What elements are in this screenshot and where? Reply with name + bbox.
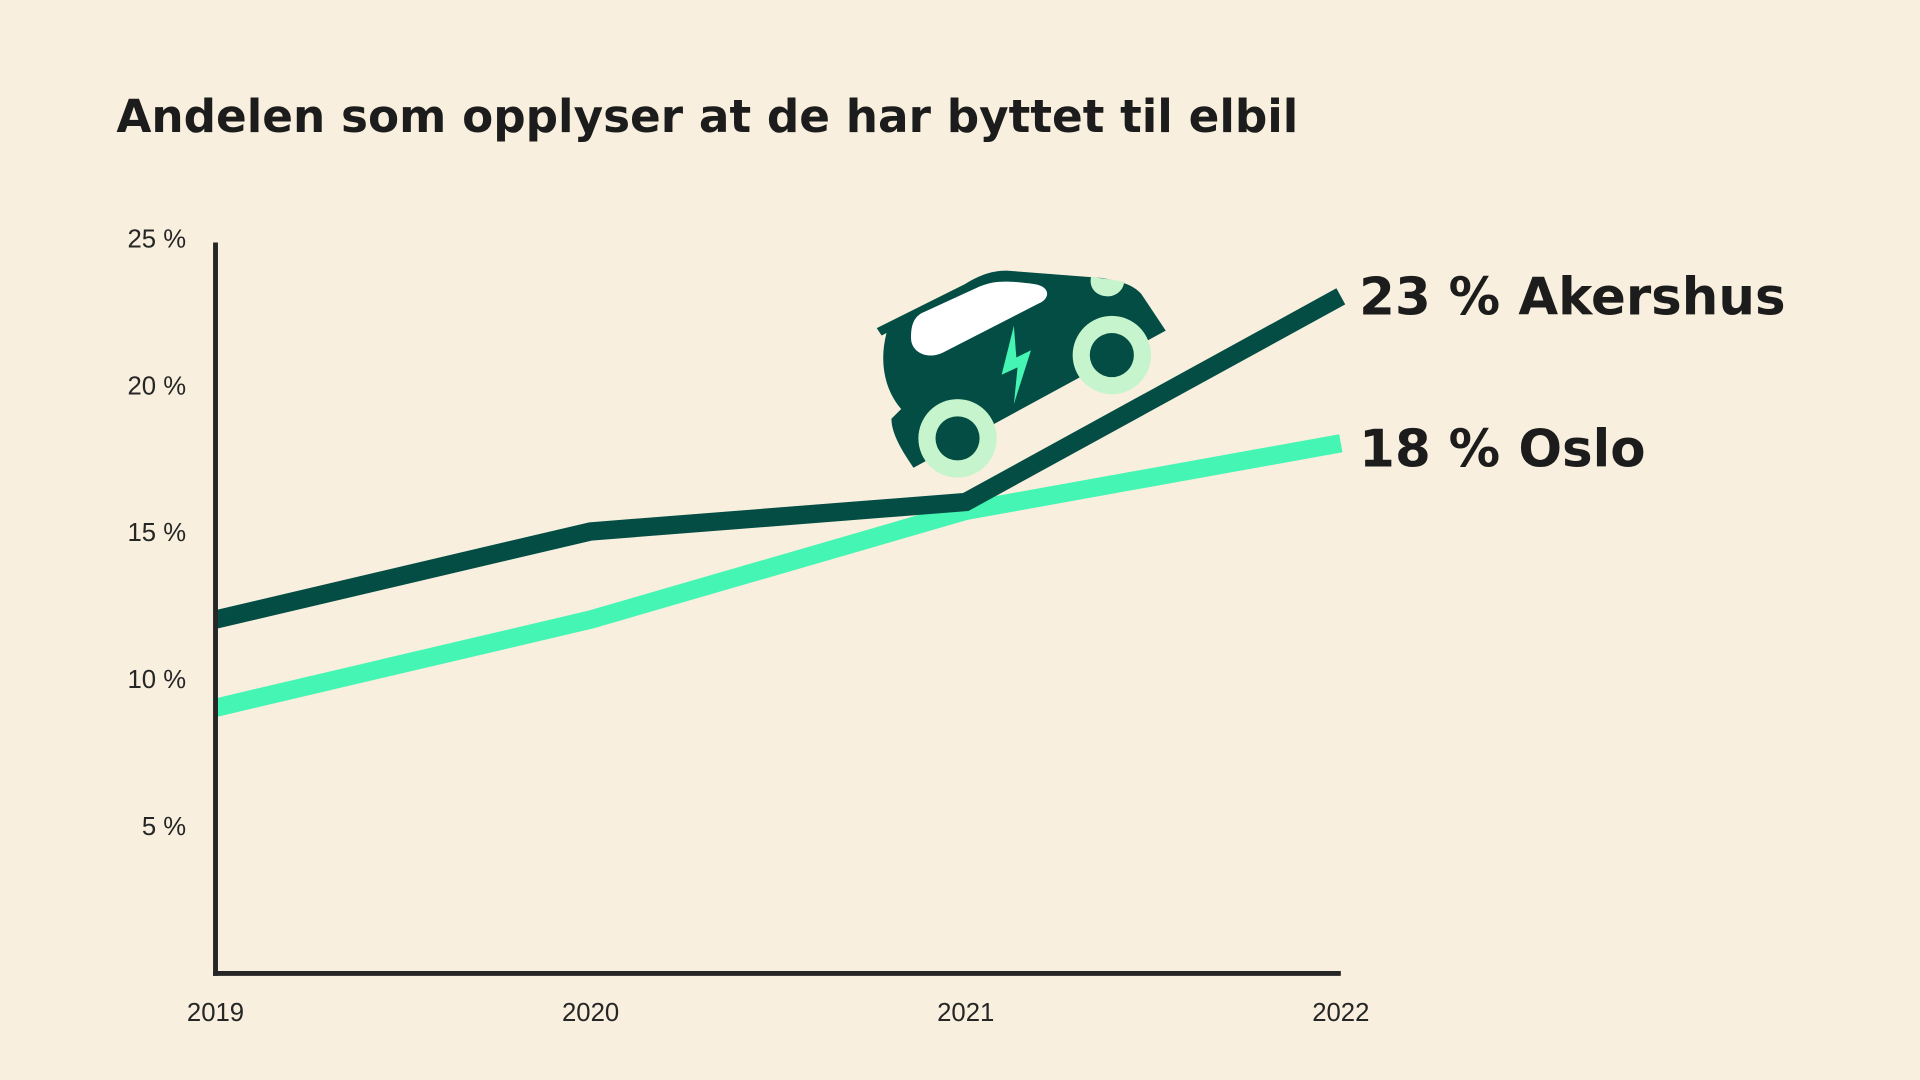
y-axis-ticks: 5 % 10 % 15 % 20 % 25 % bbox=[128, 225, 187, 841]
y-tick-label: 25 % bbox=[128, 225, 187, 253]
series-line-akershus bbox=[213, 288, 1346, 629]
y-tick-label: 5 % bbox=[142, 813, 186, 841]
series-line-oslo bbox=[213, 434, 1343, 717]
end-label-oslo: 18 % Oslo bbox=[1359, 420, 1645, 480]
oslo-value: 18 % bbox=[1359, 420, 1500, 480]
x-axis-ticks: 2019 2020 2021 2022 bbox=[187, 999, 1369, 1027]
chart-title: Andelen som opplyser at de har byttet ti… bbox=[116, 90, 1298, 143]
x-tick-label: 2019 bbox=[187, 999, 244, 1027]
svg-text:23 %Akershus: 23 % Akershus bbox=[1359, 268, 1785, 328]
svg-text:18 %Oslo: 18 % Oslo bbox=[1359, 420, 1645, 480]
akershus-value: 23 % bbox=[1359, 268, 1500, 328]
y-tick-label: 20 % bbox=[128, 372, 187, 400]
x-tick-label: 2020 bbox=[562, 999, 619, 1027]
x-tick-label: 2021 bbox=[937, 999, 994, 1027]
y-tick-label: 15 % bbox=[128, 519, 187, 547]
x-tick-label: 2022 bbox=[1312, 999, 1369, 1027]
end-label-akershus: 23 % Akershus bbox=[1359, 268, 1785, 328]
oslo-name: Oslo bbox=[1518, 420, 1645, 480]
series-lines bbox=[213, 288, 1346, 717]
electric-car-icon bbox=[876, 270, 1166, 478]
akershus-name: Akershus bbox=[1518, 268, 1785, 328]
y-tick-label: 10 % bbox=[128, 666, 187, 694]
